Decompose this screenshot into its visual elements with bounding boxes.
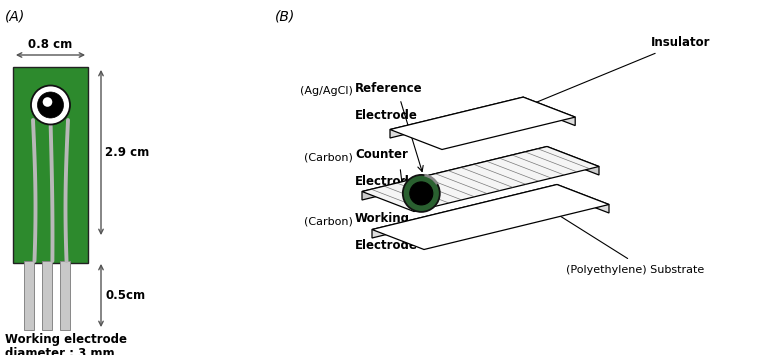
Text: (A): (A): [5, 10, 25, 24]
Polygon shape: [547, 147, 599, 175]
Text: (Polyethylene) Substrate: (Polyethylene) Substrate: [566, 265, 704, 275]
Bar: [13, 67, 88, 263]
Text: (B): (B): [275, 10, 295, 24]
Bar: [42, 261, 52, 330]
Text: Counter: Counter: [355, 148, 408, 161]
Bar: [24, 261, 34, 330]
Text: 0.8 cm: 0.8 cm: [28, 38, 73, 51]
Text: Insulator: Insulator: [493, 37, 710, 121]
Text: Reference: Reference: [355, 82, 423, 95]
Polygon shape: [390, 97, 576, 149]
Polygon shape: [362, 147, 599, 212]
Text: Electrode: Electrode: [355, 109, 418, 122]
Text: 0.5cm: 0.5cm: [105, 289, 145, 302]
Polygon shape: [523, 97, 576, 126]
Text: Working electrode: Working electrode: [5, 333, 127, 346]
Circle shape: [410, 182, 433, 205]
Polygon shape: [372, 185, 609, 250]
Text: Working: Working: [355, 212, 410, 225]
Polygon shape: [557, 185, 609, 213]
Bar: [60, 261, 70, 330]
Text: Electrode: Electrode: [355, 175, 418, 188]
Polygon shape: [372, 185, 557, 238]
Text: diameter : 3 mm: diameter : 3 mm: [5, 347, 114, 355]
Polygon shape: [362, 147, 547, 200]
Circle shape: [402, 175, 440, 212]
Text: (Carbon): (Carbon): [304, 152, 353, 162]
Text: (Ag/AgCl): (Ag/AgCl): [300, 86, 353, 96]
Circle shape: [43, 97, 52, 107]
Text: Electrode: Electrode: [355, 239, 418, 252]
Polygon shape: [390, 97, 523, 138]
Text: (Carbon): (Carbon): [304, 216, 353, 226]
Circle shape: [31, 86, 70, 125]
Text: 2.9 cm: 2.9 cm: [105, 146, 150, 159]
Circle shape: [38, 92, 63, 118]
